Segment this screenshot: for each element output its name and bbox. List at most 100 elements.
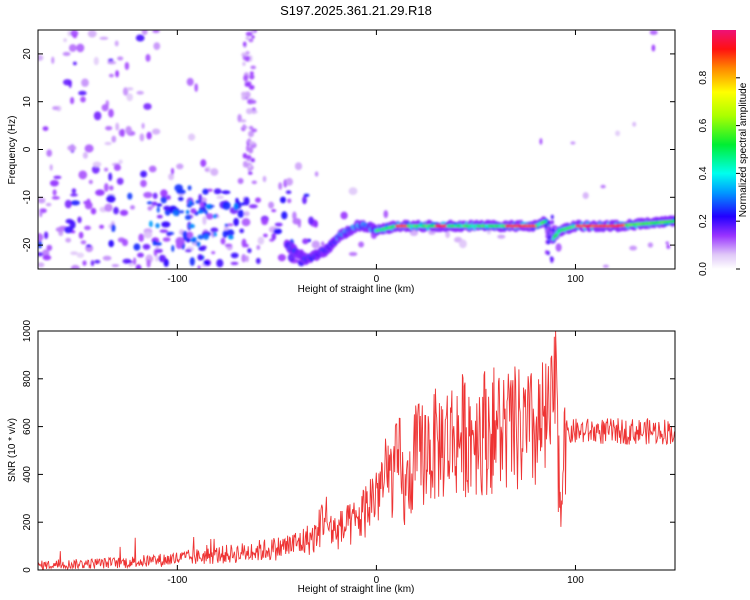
spectrogram-cell [197, 265, 201, 269]
spectrogram-cell [546, 240, 550, 245]
spectrogram-cell [271, 208, 277, 213]
snr-xlabel: Height of straight line (km) [298, 584, 415, 595]
spectrogram-cell [166, 195, 171, 200]
y-tick-label: 800 [22, 370, 33, 387]
spectrogram-cell [171, 245, 175, 252]
spectrogram-cell [248, 204, 258, 209]
spectrogram-cell [340, 211, 348, 220]
spectrogram-cell [210, 227, 219, 233]
spectrogram-cell [62, 51, 71, 56]
spectrogram-cell [539, 138, 543, 145]
y-tick-label: 20 [22, 48, 33, 60]
spectrogram-cell [138, 233, 145, 242]
spectrogram-cell [163, 205, 171, 211]
spectrogram-cell [551, 225, 558, 229]
spectrogram-cell [241, 253, 247, 263]
spectrogram-cell [245, 155, 252, 160]
spectrogram-cell [143, 191, 153, 199]
spectrogram-cell [200, 245, 207, 249]
spectrogram-cell [107, 60, 117, 65]
spectrogram-cell [262, 175, 267, 183]
colorbar-tick-label: 0.6 [698, 118, 709, 132]
spectrogram-cell [128, 263, 134, 267]
spectrogram-cell [186, 77, 194, 86]
y-tick-label: -20 [22, 237, 33, 252]
spectrogram-cell [226, 223, 234, 227]
spectrogram-cell [242, 61, 246, 67]
spectrogram-cell [230, 261, 239, 266]
spectrogram-cell [244, 82, 251, 87]
spectrogram-cell [38, 233, 44, 242]
spectrogram-cell [547, 235, 551, 240]
spectrogram-cell [247, 130, 255, 138]
spectrogram-cell [321, 241, 325, 247]
spectrogram-cell [80, 240, 87, 245]
spectrogram-cell [104, 141, 112, 146]
spectrogram-cell [651, 44, 656, 52]
spectrogram-cell [551, 227, 555, 233]
spectrogram-cell [84, 144, 94, 153]
spectrogram-cell [179, 210, 185, 214]
spectrogram-cell [111, 264, 120, 268]
spectrogram-cell [182, 230, 188, 238]
spectrogram-cell [168, 173, 175, 181]
spectrogram-cell [156, 203, 163, 207]
spectrogram-cell [206, 204, 211, 208]
spectrogram-cell [151, 201, 158, 206]
spectrogram-cell [311, 240, 320, 249]
spectrogram-cell [256, 245, 261, 250]
spectrogram-cell [90, 207, 97, 215]
spectrogram-cell [235, 197, 239, 203]
spectrogram-cell [197, 234, 204, 240]
spectrogram-cell [127, 192, 133, 200]
spectrogram-cell [148, 220, 153, 228]
snr-frame [37, 330, 676, 571]
spectrogram-cell [247, 164, 252, 169]
spectrogram-cell [248, 141, 256, 145]
spectrogram-cell [78, 90, 87, 96]
y-tick-label: 0 [22, 567, 33, 573]
spectrogram-cell [212, 214, 218, 219]
spectrogram-cell [152, 30, 160, 33]
spectrogram-cell [85, 244, 92, 248]
spectrogram-cell [213, 188, 222, 195]
spectrogram-cell [68, 44, 77, 52]
spectrogram-cell [104, 167, 109, 172]
spectrogram-cell [204, 168, 210, 172]
spectrogram-cell [76, 43, 85, 53]
snr-series-line [38, 331, 675, 570]
spectrogram-cell [348, 251, 358, 257]
spectrogram-cell [72, 61, 77, 66]
spectrogram-cell [313, 220, 318, 228]
spectrogram-cell [114, 40, 119, 47]
x-tick-label: 0 [374, 274, 380, 285]
spectrogram-cell [247, 248, 252, 254]
spectrogram-cell [46, 149, 53, 157]
spectrogram-cell [99, 224, 105, 229]
spectrogram-cell [146, 201, 153, 205]
spectrogram-cell [458, 239, 467, 249]
spectrogram-cell [245, 255, 249, 263]
spectrogram-cell [108, 108, 114, 118]
spectrogram-cell [245, 50, 250, 55]
spectrogram-cell [278, 182, 283, 190]
spectrogram-cell [146, 131, 152, 140]
spectrogram-cell [136, 90, 144, 95]
spectrogram-cell [248, 147, 253, 154]
spectrogram-cell [224, 223, 229, 227]
spectrogram-cell [187, 185, 192, 191]
spectrogram-cell [241, 93, 246, 101]
spectrogram-cell [101, 104, 109, 112]
spectrogram-cell [108, 73, 114, 78]
spectrogram-cell [250, 30, 255, 34]
spectrogram-cell [78, 170, 88, 180]
spectrogram-cell [184, 215, 192, 220]
spectrogram-cell [39, 210, 43, 218]
spectrogram-cell [600, 184, 606, 189]
spectrogram-cell [82, 260, 87, 266]
spectrogram-cell [95, 189, 105, 196]
spectrogram-cell [145, 54, 151, 62]
